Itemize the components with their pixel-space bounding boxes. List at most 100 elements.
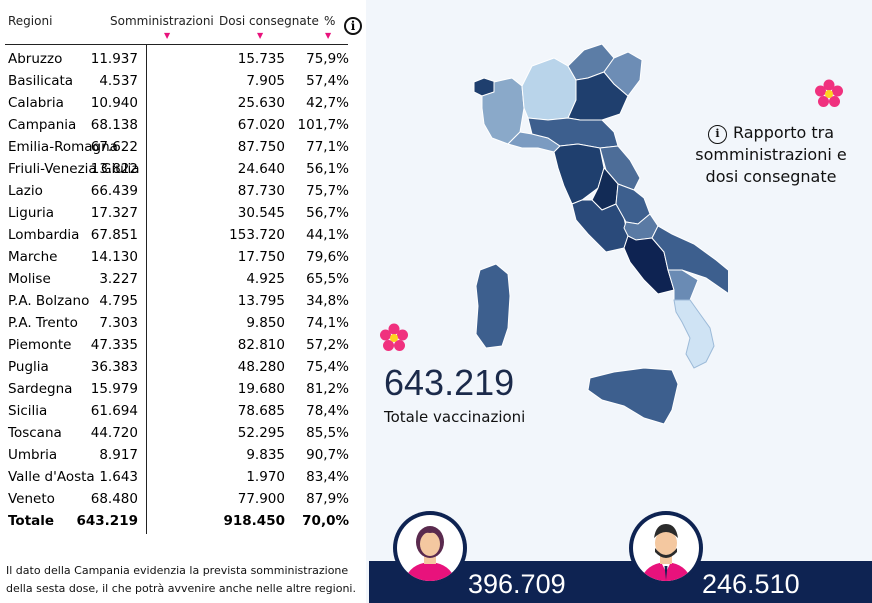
percent-value: 34,8%: [306, 293, 349, 309]
sort-dosi-icon[interactable]: ▼: [257, 31, 264, 40]
somministrazioni-value: 4.537: [99, 73, 138, 89]
somministrazioni-value: 67.851: [90, 227, 138, 243]
table-row[interactable]: Lazio 66.439 87.730 75,7%: [0, 180, 366, 202]
map-region-sicilia: [587, 367, 679, 425]
table-row[interactable]: P.A. Bolzano 4.795 13.795 34,8%: [0, 290, 366, 312]
table-row[interactable]: Emilia-Romagna 67.622 87.750 77,1%: [0, 136, 366, 158]
table-row[interactable]: Sardegna 15.979 19.680 81,2%: [0, 378, 366, 400]
header-percent[interactable]: %: [324, 14, 336, 28]
male-avatar-icon: [629, 511, 703, 585]
table-row[interactable]: Toscana 44.720 52.295 85,5%: [0, 422, 366, 444]
somministrazioni-value: 36.383: [90, 359, 138, 375]
table-row[interactable]: Campania 68.138 67.020 101,7%: [0, 114, 366, 136]
region-name: Totale: [8, 513, 55, 529]
somministrazioni-value: 643.219: [76, 513, 139, 529]
flower-icon: [380, 323, 408, 351]
somministrazioni-value: 61.694: [90, 403, 138, 419]
somministrazioni-value: 66.439: [90, 183, 138, 199]
header-somministrazioni[interactable]: Somministrazioni: [110, 14, 214, 28]
table-row[interactable]: Molise 3.227 4.925 65,5%: [0, 268, 366, 290]
table-row[interactable]: Friuli-Venezia Giulia 13.822 24.640 56,1%: [0, 158, 366, 180]
region-name: P.A. Trento: [8, 315, 78, 331]
dosi-value: 87.730: [237, 183, 285, 199]
somministrazioni-value: 13.822: [90, 161, 138, 177]
percent-value: 83,4%: [306, 469, 349, 485]
dosi-value: 153.720: [229, 227, 285, 243]
italy-regions-map: [473, 43, 728, 425]
map-region-calabria: [673, 299, 715, 369]
percent-value: 75,7%: [306, 183, 349, 199]
male-count: 246.510: [702, 569, 800, 599]
table-row[interactable]: Calabria 10.940 25.630 42,7%: [0, 92, 366, 114]
female-count: 396.709: [468, 569, 566, 599]
percent-value: 87,9%: [306, 491, 349, 507]
rapporto-legend[interactable]: i Rapporto tra somministrazioni e dosi co…: [686, 122, 856, 188]
total-vaccinations-value: 643.219: [384, 362, 515, 403]
total-vaccinations-label: Totale vaccinazioni: [384, 408, 526, 426]
info-icon[interactable]: i: [344, 17, 362, 35]
somministrazioni-value: 67.622: [90, 139, 138, 155]
sort-percent-icon[interactable]: ▼: [325, 31, 332, 40]
somministrazioni-value: 68.138: [90, 117, 138, 133]
region-name: Liguria: [8, 205, 54, 221]
map-region-friuli: [603, 51, 643, 97]
region-name: Emilia-Romagna: [8, 139, 118, 155]
map-panel: i Rapporto tra somministrazioni e dosi co…: [366, 0, 872, 603]
percent-value: 56,1%: [306, 161, 349, 177]
somministrazioni-value: 17.327: [90, 205, 138, 221]
percent-value: 75,4%: [306, 359, 349, 375]
table-total-row[interactable]: Totale 643.219 918.450 70,0%: [0, 510, 366, 532]
region-name: Friuli-Venezia Giulia: [8, 161, 140, 177]
table-row[interactable]: P.A. Trento 7.303 9.850 74,1%: [0, 312, 366, 334]
table-row[interactable]: Lombardia 67.851 153.720 44,1%: [0, 224, 366, 246]
region-name: Toscana: [8, 425, 62, 441]
percent-value: 70,0%: [302, 513, 349, 529]
percent-value: 79,6%: [306, 249, 349, 265]
map-region-piemonte: [481, 77, 525, 145]
table-row[interactable]: Umbria 8.917 9.835 90,7%: [0, 444, 366, 466]
table-row[interactable]: Sicilia 61.694 78.685 78,4%: [0, 400, 366, 422]
header-divider: [5, 44, 348, 45]
dosi-value: 30.545: [237, 205, 285, 221]
dosi-value: 17.750: [237, 249, 285, 265]
dosi-value: 15.735: [237, 51, 285, 67]
column-divider: [146, 44, 147, 534]
table-row[interactable]: Basilicata 4.537 7.905 57,4%: [0, 70, 366, 92]
table-row[interactable]: Veneto 68.480 77.900 87,9%: [0, 488, 366, 510]
somministrazioni-value: 1.643: [99, 469, 138, 485]
map-region-lombardia: [521, 57, 577, 121]
percent-value: 42,7%: [306, 95, 349, 111]
header-regioni[interactable]: Regioni: [8, 14, 53, 28]
percent-value: 85,5%: [306, 425, 349, 441]
table-row[interactable]: Abruzzo 11.937 15.735 75,9%: [0, 48, 366, 70]
region-name: Puglia: [8, 359, 49, 375]
somministrazioni-value: 15.979: [90, 381, 138, 397]
dosi-value: 4.925: [246, 271, 285, 287]
campania-note: Il dato della Campania evidenzia la prev…: [6, 564, 356, 595]
somministrazioni-value: 47.335: [90, 337, 138, 353]
table-row[interactable]: Liguria 17.327 30.545 56,7%: [0, 202, 366, 224]
percent-value: 90,7%: [306, 447, 349, 463]
dosi-value: 25.630: [237, 95, 285, 111]
dosi-value: 13.795: [237, 293, 285, 309]
table-row[interactable]: Valle d'Aosta 1.643 1.970 83,4%: [0, 466, 366, 488]
percent-value: 78,4%: [306, 403, 349, 419]
data-table-panel: Regioni Somministrazioni ▼ Dosi consegna…: [0, 0, 366, 603]
dosi-value: 77.900: [237, 491, 285, 507]
region-name: P.A. Bolzano: [8, 293, 90, 309]
table-row[interactable]: Piemonte 47.335 82.810 57,2%: [0, 334, 366, 356]
dosi-value: 48.280: [237, 359, 285, 375]
female-avatar-icon: [393, 511, 467, 585]
header-dosi-consegnate[interactable]: Dosi consegnate: [219, 14, 319, 28]
region-name: Basilicata: [8, 73, 74, 89]
region-name: Umbria: [8, 447, 58, 463]
sort-somministrazioni-icon[interactable]: ▼: [164, 31, 171, 40]
percent-value: 65,5%: [306, 271, 349, 287]
table-row[interactable]: Puglia 36.383 48.280 75,4%: [0, 356, 366, 378]
rapporto-title: Rapporto tra somministrazioni e dosi con…: [695, 123, 847, 186]
percent-value: 74,1%: [306, 315, 349, 331]
somministrazioni-value: 68.480: [90, 491, 138, 507]
info-icon[interactable]: i: [707, 125, 727, 144]
somministrazioni-value: 8.917: [99, 447, 138, 463]
table-row[interactable]: Marche 14.130 17.750 79,6%: [0, 246, 366, 268]
